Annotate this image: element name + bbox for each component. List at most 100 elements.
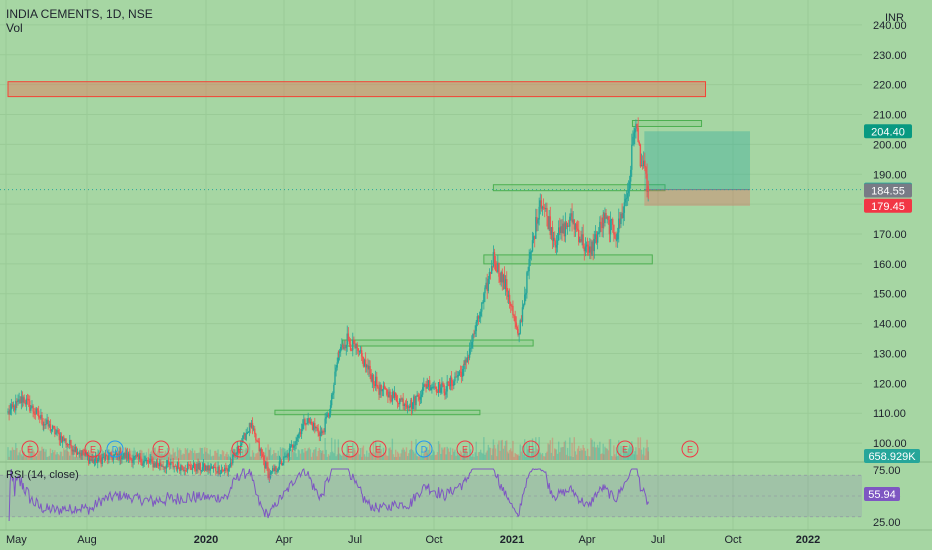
candle-body — [221, 469, 224, 471]
candle-body — [396, 401, 399, 403]
volume-bar — [220, 454, 223, 460]
volume-bar — [588, 456, 590, 460]
volume-bar — [402, 447, 404, 460]
candle-body — [32, 405, 34, 412]
candle-body — [613, 224, 615, 235]
price-tick-label: 100.00 — [873, 438, 907, 450]
volume-bar — [24, 454, 27, 460]
volume-bar — [300, 449, 303, 460]
candle-body — [35, 408, 38, 415]
volume-bar — [246, 449, 248, 460]
candle-body — [274, 466, 276, 471]
candle-body — [105, 455, 108, 457]
volume-bar — [515, 454, 517, 460]
volume-bar — [398, 453, 400, 460]
candle-body — [454, 376, 456, 382]
candle-body — [417, 394, 419, 397]
candle-body — [373, 384, 376, 386]
price-badge — [864, 183, 912, 198]
candle-body — [517, 328, 519, 335]
candle-body — [227, 468, 230, 472]
volume-bar — [636, 454, 638, 460]
volume-bar — [190, 450, 193, 460]
volume-bar — [35, 456, 38, 460]
volume-bar — [211, 455, 214, 460]
candle-body — [157, 464, 160, 467]
volume-bar — [487, 444, 490, 460]
candle-body — [17, 399, 19, 403]
dividend-marker-label: D — [421, 445, 428, 455]
volume-bar — [51, 449, 54, 460]
dividend-marker — [106, 440, 124, 458]
volume-bar — [647, 447, 649, 460]
candle-body — [330, 394, 333, 406]
candle-body — [190, 468, 193, 470]
candle-body — [97, 459, 99, 463]
candle-body — [644, 160, 646, 168]
candle-body — [609, 219, 612, 235]
candle-body — [386, 389, 388, 395]
volume-bar — [645, 448, 647, 460]
candle-body — [65, 438, 67, 445]
price-tick-label: 140.00 — [873, 319, 907, 331]
candle-body — [260, 448, 263, 454]
candle-body — [156, 462, 159, 465]
candle-body — [566, 225, 569, 227]
candle-body — [130, 458, 132, 460]
volume-bar — [17, 455, 19, 460]
candle-body — [426, 383, 429, 387]
volume-bar — [26, 455, 29, 460]
candle-body — [163, 466, 165, 468]
candle-body — [636, 123, 638, 128]
volume-bar — [299, 453, 302, 460]
candle-body — [204, 463, 206, 471]
candle-body — [427, 380, 430, 387]
volume-bar — [268, 449, 271, 460]
volume-bar — [192, 452, 195, 460]
candle-body — [286, 453, 288, 457]
volume-bar — [384, 449, 387, 460]
candle-body — [489, 272, 492, 274]
candle-body — [555, 244, 558, 248]
volume-bar — [293, 452, 295, 460]
volume-bar — [40, 450, 42, 460]
volume-bar — [514, 452, 516, 460]
candle-body — [294, 444, 296, 447]
candle-body — [316, 427, 318, 429]
candle-body — [374, 376, 377, 386]
candle-body — [45, 424, 47, 426]
volume-bar — [308, 447, 310, 460]
volume-bar — [436, 452, 439, 460]
volume-bar — [205, 451, 207, 460]
volume-bar — [622, 448, 624, 460]
volume-bar — [475, 441, 477, 460]
candle-body — [151, 458, 153, 462]
volume-bar — [468, 441, 471, 460]
candle-body — [503, 274, 506, 290]
candle-body — [127, 454, 130, 460]
candle-body — [47, 419, 49, 427]
candle-body — [297, 434, 299, 438]
candle-body — [392, 391, 395, 398]
volume-bar — [455, 455, 457, 460]
volume-bar — [631, 441, 633, 460]
volume-bar — [504, 440, 507, 460]
candle-body — [232, 455, 234, 464]
volume-bar — [298, 450, 301, 460]
volume-bar — [215, 450, 217, 460]
candle-body — [89, 458, 91, 464]
volume-bar — [27, 449, 30, 460]
volume-bar — [309, 449, 312, 460]
volume-bar — [347, 449, 350, 460]
candle-body — [358, 350, 361, 352]
candle-body — [184, 470, 187, 472]
volume-bar — [494, 448, 497, 460]
volume-bar — [632, 449, 634, 460]
candle-body — [646, 173, 648, 192]
volume-bar — [346, 443, 348, 460]
volume-bar — [227, 454, 230, 460]
candle-body — [413, 396, 415, 403]
volume-bar — [620, 445, 622, 460]
volume-bar — [175, 456, 178, 460]
